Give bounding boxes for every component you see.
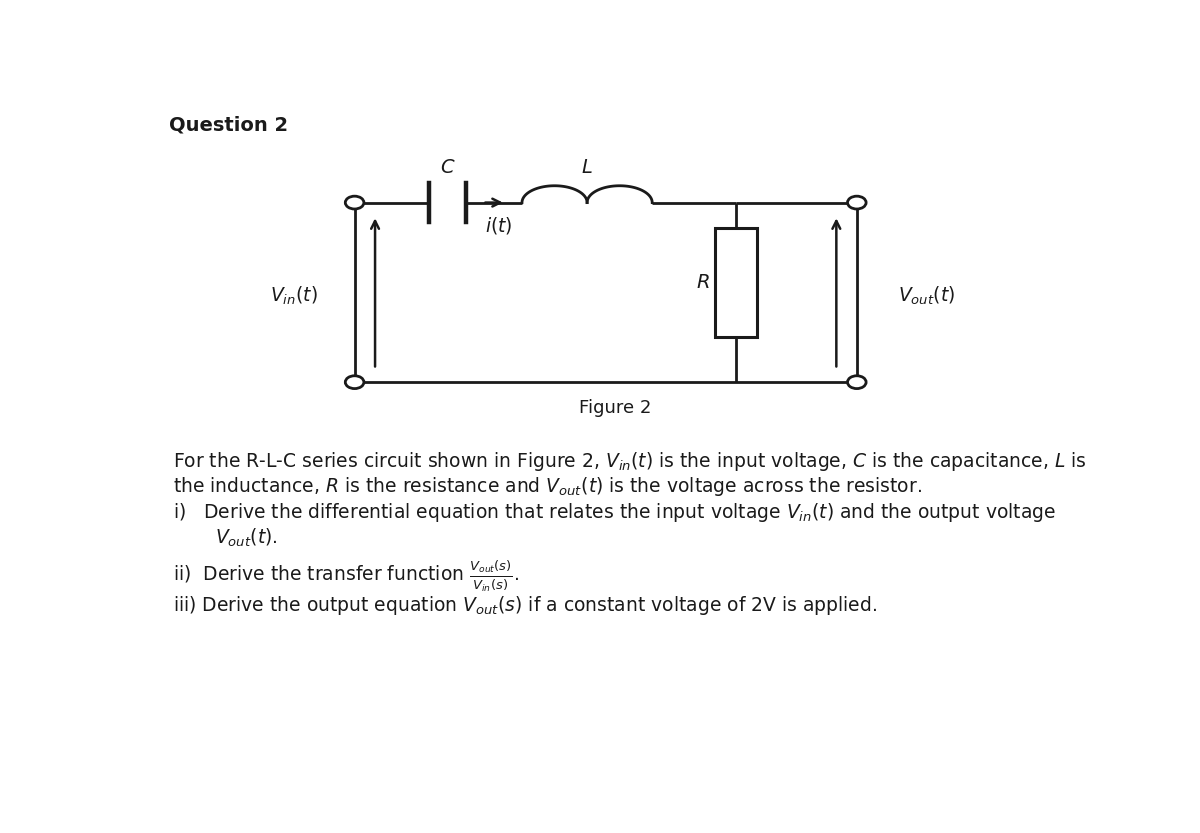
Text: $V_{out}(t)$.: $V_{out}(t)$.: [215, 526, 278, 549]
Text: the inductance, $R$ is the resistance and $V_{out}(t)$ is the voltage across the: the inductance, $R$ is the resistance an…: [173, 475, 922, 498]
Circle shape: [847, 376, 866, 388]
Text: ii)  Derive the transfer function $\frac{V_{out}(s)}{V_{in}(s)}$.: ii) Derive the transfer function $\frac{…: [173, 559, 520, 594]
Text: Figure 2: Figure 2: [578, 399, 652, 416]
Text: $i(t)$: $i(t)$: [485, 215, 512, 236]
Bar: [715, 228, 757, 337]
Circle shape: [346, 197, 364, 209]
Circle shape: [346, 376, 364, 388]
Text: $V_{in}(t)$: $V_{in}(t)$: [270, 284, 318, 307]
Text: iii) Derive the output equation $V_{out}(s)$ if a constant voltage of 2V is appl: iii) Derive the output equation $V_{out}…: [173, 594, 877, 617]
Text: $L$: $L$: [581, 157, 593, 177]
Circle shape: [847, 197, 866, 209]
Text: $V_{out}(t)$: $V_{out}(t)$: [898, 284, 955, 307]
Text: i)   Derive the differential equation that relates the input voltage $V_{in}(t)$: i) Derive the differential equation that…: [173, 501, 1056, 524]
Text: $R$: $R$: [696, 273, 710, 292]
Text: For the R-L-C series circuit shown in Figure 2, $V_{in}(t)$ is the input voltage: For the R-L-C series circuit shown in Fi…: [173, 450, 1087, 472]
Text: $C$: $C$: [440, 157, 455, 177]
Text: Question 2: Question 2: [168, 116, 288, 135]
